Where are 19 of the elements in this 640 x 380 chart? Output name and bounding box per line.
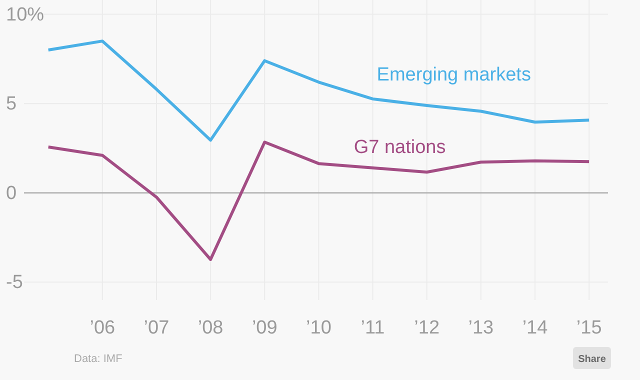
x-tick-label: ’06 (90, 317, 116, 338)
x-tick-label: ’11 (360, 317, 385, 338)
x-tick-label: ’15 (576, 317, 602, 338)
text: Data: IMF (74, 353, 123, 365)
x-tick-label: ’12 (414, 317, 440, 338)
x-tick-label: ’07 (144, 317, 170, 338)
x-tick-label: ’13 (468, 317, 494, 338)
x-tick-label: ’09 (252, 317, 278, 338)
x-tick-label: ’10 (306, 317, 332, 338)
y-tick-label: -5 (6, 272, 23, 294)
share-button: Share (573, 347, 611, 369)
line-series (46, 140, 591, 261)
y-tick-label: 0 (6, 182, 17, 204)
y-tick-label: 10% (6, 4, 44, 26)
x-tick-label: ’14 (522, 317, 548, 338)
x-tick-label: ’08 (198, 317, 224, 338)
series-label: Emerging markets (376, 64, 531, 86)
y-tick-label: 5 (6, 94, 17, 115)
series-label: G7 nations (354, 137, 446, 158)
